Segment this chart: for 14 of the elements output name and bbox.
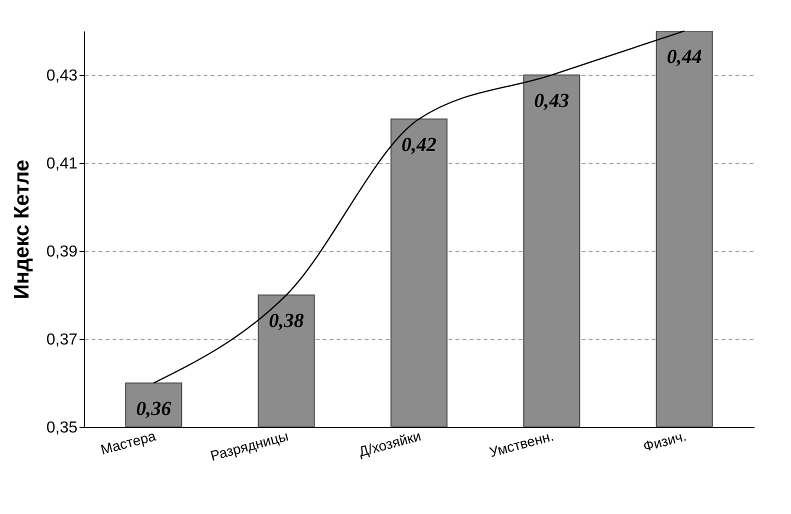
x-tick-label: Мастера [98,428,158,458]
y-tick-label: 0,41 [46,156,78,172]
data-label: 0,42 [402,134,436,156]
y-tick-label: 0,39 [46,244,78,260]
data-label: 0,38 [268,310,304,332]
data-label: 0,43 [534,90,570,112]
x-tick-label: Умственн. [488,428,556,460]
data-label: 0,36 [136,398,172,420]
x-tick-label: Физич. [641,428,688,454]
y-axis-title: Индекс Кетле [10,160,34,300]
y-tick-label: 0,35 [46,420,78,436]
y-tick-label: 0,37 [46,332,78,348]
data-label: 0,44 [666,46,702,68]
y-tick-label: 0,43 [46,68,78,84]
